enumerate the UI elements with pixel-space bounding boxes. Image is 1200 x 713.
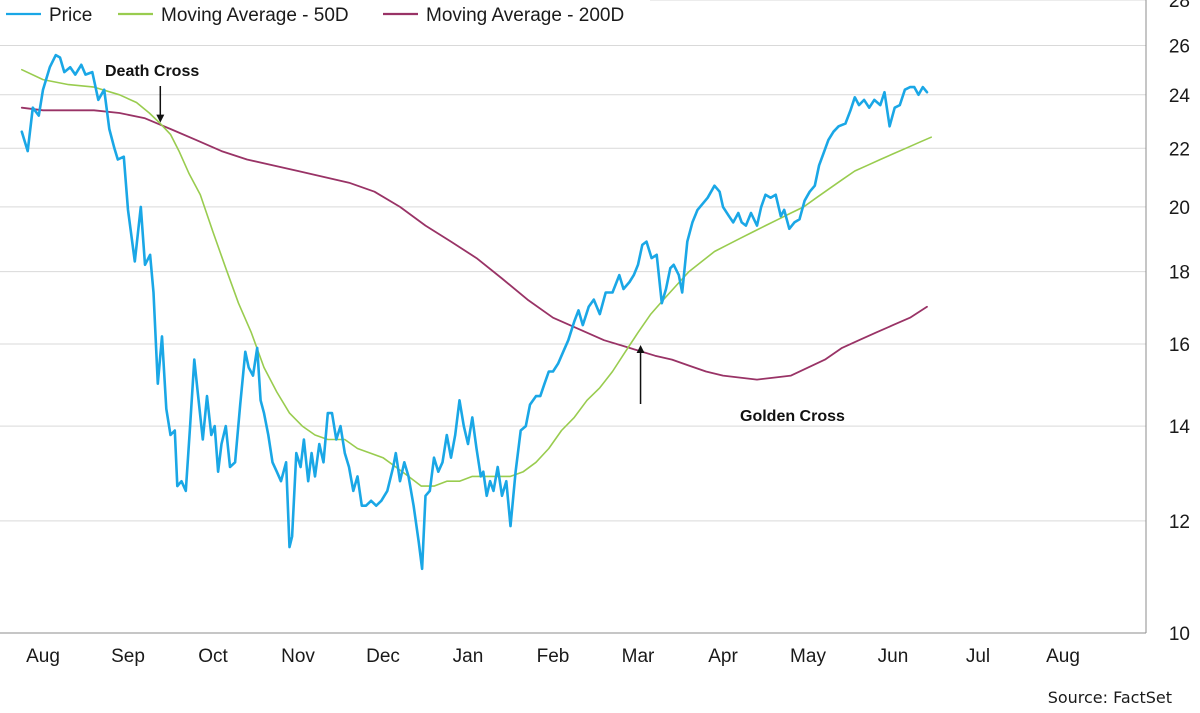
legend-price-label: Price (49, 5, 92, 26)
x-tick-label: Jul (966, 646, 990, 667)
annotations: Death Cross Golden Cross (105, 63, 845, 425)
y-tick-label: 14 (1169, 417, 1191, 438)
x-tick-label: Sep (111, 646, 145, 667)
y-tick-label: 10 (1169, 624, 1190, 645)
y-tick-label: 26 (1169, 37, 1190, 58)
x-tick-label: May (790, 646, 826, 667)
legend-ma-50d-label: Moving Average - 50D (161, 5, 349, 26)
x-tick-label: Jan (453, 646, 484, 667)
golden-cross-label: Golden Cross (740, 408, 845, 425)
legend-ma-200d-label: Moving Average - 200D (426, 5, 624, 26)
axes: 10 12 14 16 18 20 22 24 26 28 Aug Sep Oct Nov Dec Jan Fe… (0, 0, 1190, 667)
legend-background (0, 0, 650, 30)
x-tick-label: Feb (537, 646, 570, 667)
x-tick-label: Mar (622, 646, 655, 667)
x-tick-label: Aug (1046, 646, 1080, 667)
x-tick-label: Jun (878, 646, 909, 667)
x-tick-label: Apr (708, 646, 738, 667)
golden-cross-arrowhead (636, 345, 645, 354)
y-tick-label: 22 (1169, 139, 1190, 160)
y-tick-label: 24 (1169, 86, 1191, 107)
death-cross-arrowhead (156, 114, 165, 123)
legend: Price Moving Average - 50D Moving Average … (0, 0, 650, 30)
x-tick-label: Aug (26, 646, 60, 667)
x-tick-label: Oct (198, 646, 228, 667)
y-tick-label: 20 (1169, 198, 1190, 219)
y-tick-label: 12 (1169, 512, 1190, 533)
y-tick-label: 18 (1169, 263, 1190, 284)
y-tick-label: 28 (1169, 0, 1190, 12)
series-line-moving-average-200d (20, 106, 928, 381)
series-line-price (20, 53, 929, 571)
y-tick-label: 16 (1169, 335, 1190, 356)
x-tick-label: Dec (366, 646, 400, 667)
x-tick-label: Nov (281, 646, 315, 667)
death-cross-label: Death Cross (105, 63, 199, 80)
series-lines (20, 53, 932, 571)
source-note: Source: FactSet (1048, 688, 1172, 707)
